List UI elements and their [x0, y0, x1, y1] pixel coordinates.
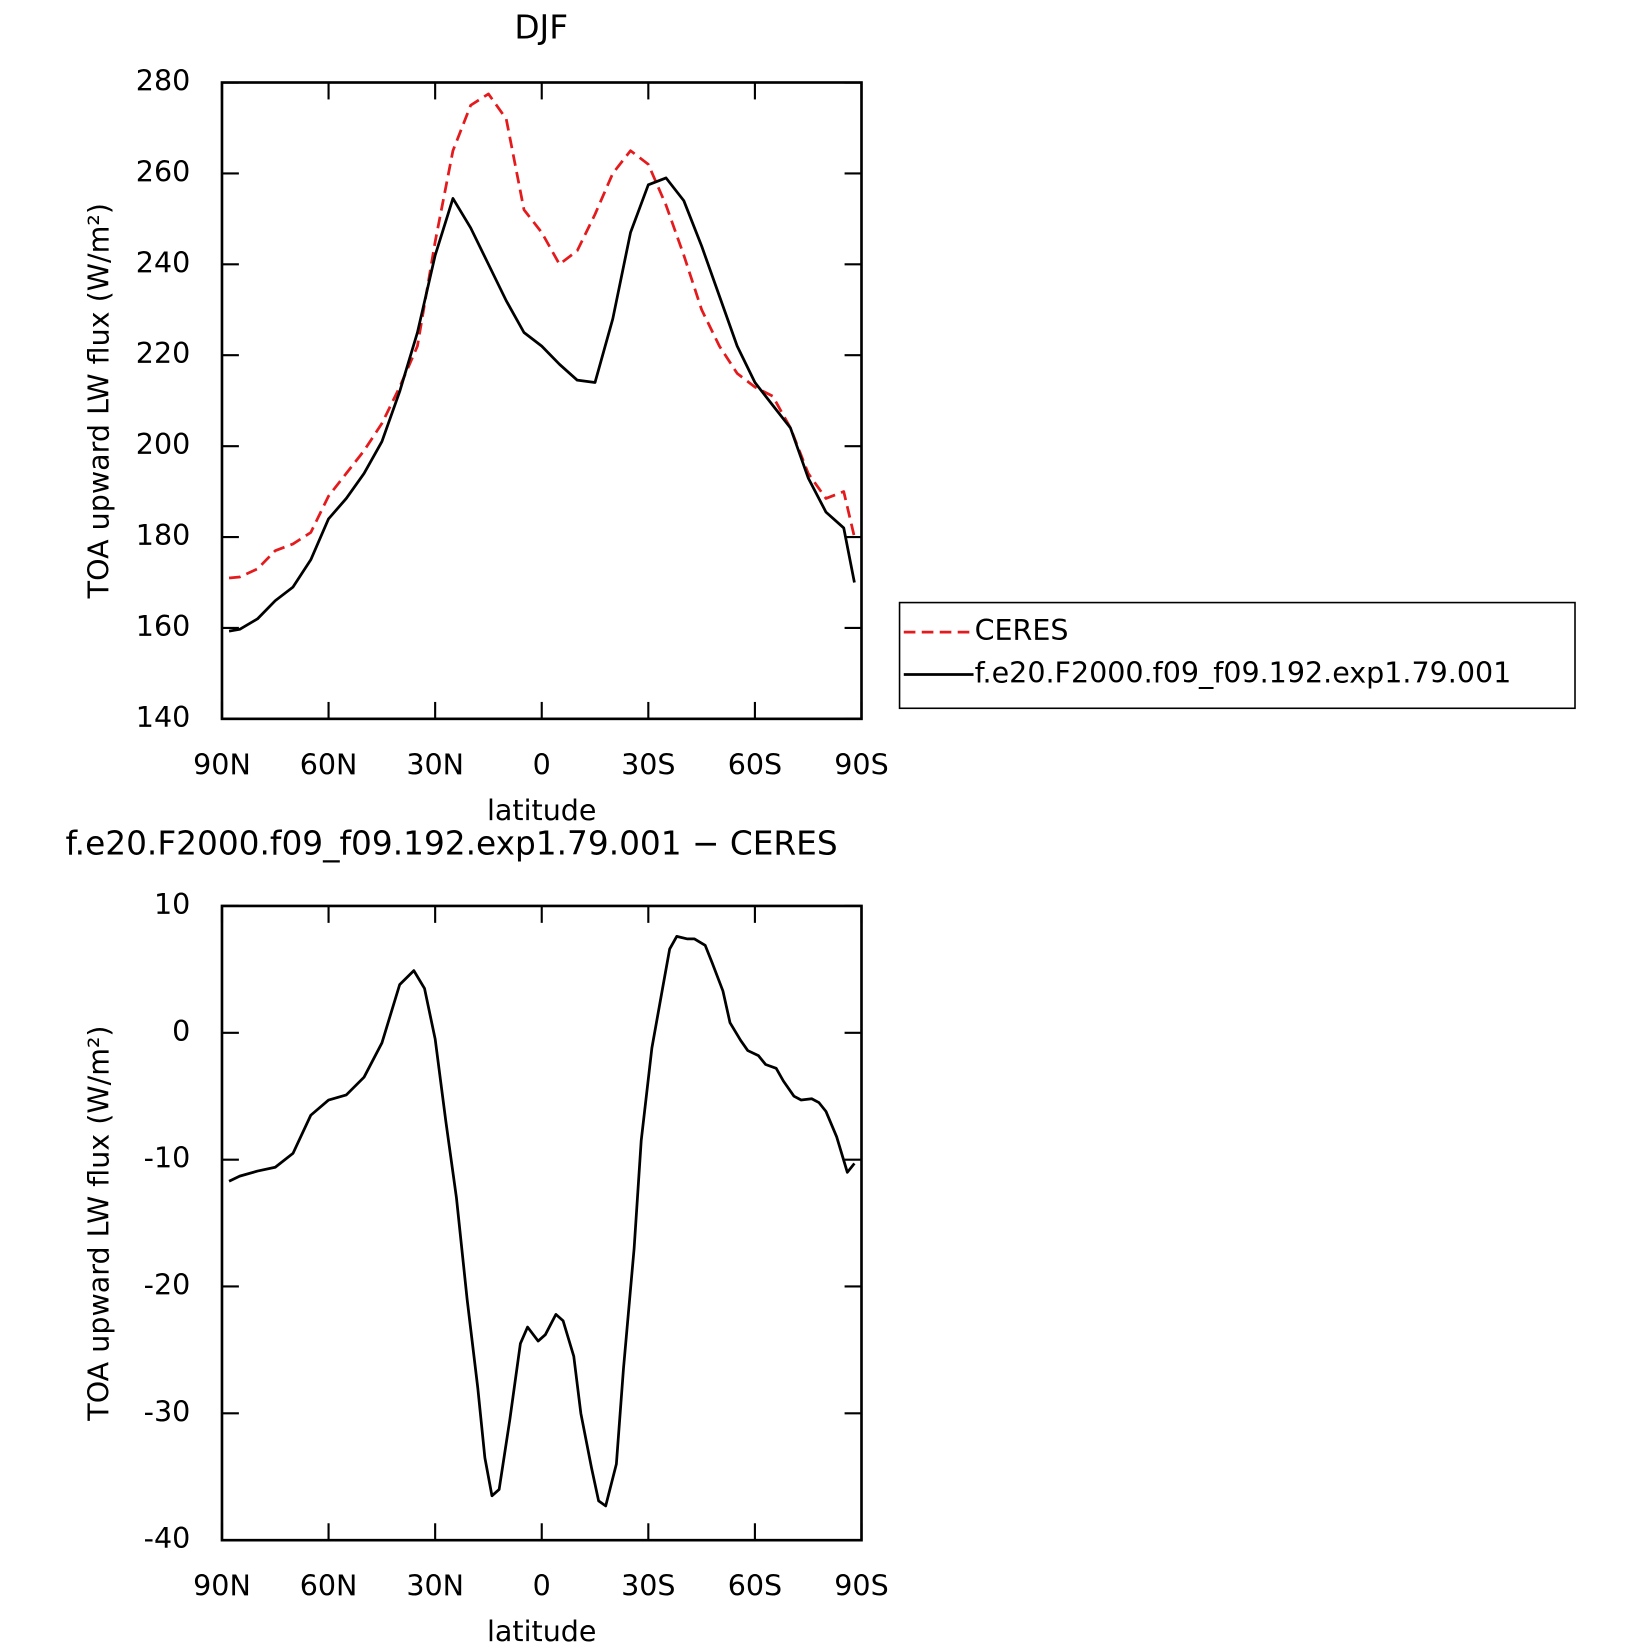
- y-axis-label: TOA upward LW flux (W/m²): [82, 1025, 115, 1421]
- x-tick-label: 0: [533, 1570, 551, 1603]
- chart-title: DJF: [514, 9, 568, 47]
- x-tick-label: 90N: [193, 748, 251, 781]
- y-tick-label: 180: [136, 519, 190, 552]
- x-tick-label: 60N: [300, 1570, 358, 1603]
- legend-label: CERES: [975, 614, 1069, 647]
- y-tick-label: -10: [144, 1142, 191, 1175]
- plot-frame: [220, 81, 863, 721]
- y-tick-label: 280: [136, 65, 190, 98]
- y-tick-label: 200: [136, 428, 190, 461]
- y-tick-label: 0: [172, 1015, 190, 1048]
- x-tick-label: 60N: [300, 748, 358, 781]
- plot-frame: [220, 904, 863, 1542]
- y-tick-label: 240: [136, 246, 190, 279]
- y-tick-label: -40: [144, 1522, 191, 1555]
- data-line: [228, 92, 856, 580]
- y-axis-label: TOA upward LW flux (W/m²): [82, 203, 115, 599]
- y-tick-label: 220: [136, 337, 190, 370]
- chart-title: f.e20.F2000.f09_f09.192.exp1.79.001 − CE…: [66, 825, 838, 863]
- x-tick-label: 30N: [406, 1570, 464, 1603]
- x-tick-label: 90S: [834, 748, 888, 781]
- y-tick-label: -20: [144, 1268, 191, 1301]
- y-tick-label: 10: [154, 888, 190, 921]
- x-tick-label: 30S: [621, 1570, 675, 1603]
- y-tick-label: 160: [136, 610, 190, 643]
- x-tick-label: 30N: [406, 748, 464, 781]
- x-tick-label: 90N: [193, 1570, 251, 1603]
- legend-label: f.e20.F2000.f09_f09.192.exp1.79.001: [975, 656, 1512, 689]
- x-axis-label: latitude: [487, 1615, 596, 1647]
- y-tick-label: 260: [136, 155, 190, 188]
- y-tick-label: -30: [144, 1395, 191, 1428]
- legend-box: [898, 601, 1576, 710]
- x-axis-label: latitude: [487, 794, 596, 827]
- x-tick-label: 60S: [728, 748, 782, 781]
- x-tick-label: 90S: [834, 1570, 888, 1603]
- x-tick-label: 30S: [621, 748, 675, 781]
- data-line: [228, 935, 856, 1508]
- x-tick-label: 60S: [728, 1570, 782, 1603]
- data-line: [228, 176, 856, 633]
- y-tick-label: 140: [136, 701, 190, 734]
- x-tick-label: 0: [533, 748, 551, 781]
